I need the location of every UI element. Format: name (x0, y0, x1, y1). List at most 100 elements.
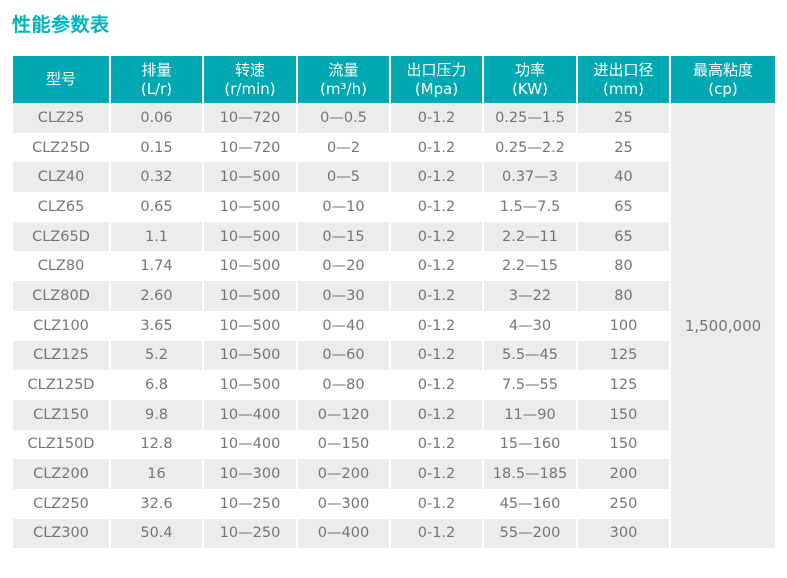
cell-flow: 0—400 (298, 518, 391, 549)
cell-model: CLZ65D (13, 221, 111, 252)
cell-displacement: 0.06 (111, 103, 204, 133)
cell-flow: 0—10 (298, 192, 391, 222)
table-row: CLZ150D 12.8 10—400 0—150 0-1.2 15—160 150 (13, 429, 775, 460)
cell-port-diameter: 100 (578, 310, 671, 341)
cell-model: CLZ40 (13, 162, 111, 193)
cell-displacement: 0.15 (111, 132, 204, 163)
cell-displacement: 16 (111, 459, 204, 489)
max-viscosity-merged-cell: 1,500,000 (671, 103, 775, 549)
cell-speed: 10—500 (204, 340, 298, 371)
table-row: CLZ125D 6.8 10—500 0—80 0-1.2 7.5—55 125 (13, 370, 775, 400)
cell-port-diameter: 25 (578, 103, 671, 133)
cell-model: CLZ65 (13, 192, 111, 222)
cell-outlet-pressure: 0-1.2 (391, 192, 484, 222)
cell-outlet-pressure: 0-1.2 (391, 488, 484, 519)
column-header-displacement: 排量 (L/r) (111, 56, 204, 103)
cell-port-diameter: 150 (578, 429, 671, 460)
table-row: CLZ80D 2.60 10—500 0—30 0-1.2 3—22 80 (13, 281, 775, 311)
cell-speed: 10—500 (204, 162, 298, 193)
column-header-port-diameter: 进出口径 (mm) (578, 56, 671, 103)
cell-flow: 0—40 (298, 310, 391, 341)
cell-displacement: 0.32 (111, 162, 204, 193)
cell-speed: 10—400 (204, 399, 298, 430)
table-row: CLZ25 0.06 10—720 0—0.5 0-1.2 0.25—1.5 25 1,500… (13, 103, 775, 549)
cell-flow: 0—60 (298, 340, 391, 371)
cell-port-diameter: 300 (578, 518, 671, 549)
cell-port-diameter: 125 (578, 370, 671, 400)
cell-outlet-pressure: 0-1.2 (391, 281, 484, 311)
cell-power: 1.5—7.5 (484, 192, 578, 222)
cell-power: 5.5—45 (484, 340, 578, 371)
cell-speed: 10—500 (204, 251, 298, 282)
cell-flow: 0—30 (298, 281, 391, 311)
cell-power: 2.2—15 (484, 251, 578, 282)
cell-flow: 0—300 (298, 488, 391, 519)
cell-port-diameter: 150 (578, 399, 671, 430)
cell-power: 18.5—185 (484, 459, 578, 489)
cell-displacement: 5.2 (111, 340, 204, 371)
table-row: CLZ250 32.6 10—250 0—300 0-1.2 45—160 250 (13, 488, 775, 519)
cell-power: 4—30 (484, 310, 578, 341)
cell-flow: 0—2 (298, 132, 391, 163)
cell-model: CLZ250 (13, 488, 111, 519)
cell-flow: 0—15 (298, 221, 391, 252)
column-header-max-viscosity: 最高粘度 (cp) (671, 56, 775, 103)
cell-port-diameter: 125 (578, 340, 671, 371)
cell-speed: 10—500 (204, 370, 298, 400)
cell-speed: 10—720 (204, 132, 298, 163)
cell-port-diameter: 65 (578, 221, 671, 252)
cell-outlet-pressure: 0-1.2 (391, 518, 484, 549)
table-row: CLZ80 1.74 10—500 0—20 0-1.2 2.2—15 80 (13, 251, 775, 282)
cell-flow: 0—5 (298, 162, 391, 193)
cell-displacement: 1.74 (111, 251, 204, 282)
cell-model: CLZ150D (13, 429, 111, 460)
cell-model: CLZ80D (13, 281, 111, 311)
cell-flow: 0—20 (298, 251, 391, 282)
header-row: 型号 排量 (L/r) 转速 (r/min) 流量 (m³/h) 出口压力 (Mpa) 功率 (KW… (13, 56, 775, 103)
cell-flow: 0—150 (298, 429, 391, 460)
cell-power: 0.25—1.5 (484, 103, 578, 133)
cell-outlet-pressure: 0-1.2 (391, 132, 484, 163)
cell-outlet-pressure: 0-1.2 (391, 162, 484, 193)
cell-power: 2.2—11 (484, 221, 578, 252)
cell-outlet-pressure: 0-1.2 (391, 103, 484, 133)
cell-power: 45—160 (484, 488, 578, 519)
cell-displacement: 6.8 (111, 370, 204, 400)
cell-speed: 10—500 (204, 281, 298, 311)
cell-speed: 10—250 (204, 518, 298, 549)
cell-power: 3—22 (484, 281, 578, 311)
table-row: CLZ100 3.65 10—500 0—40 0-1.2 4—30 100 (13, 310, 775, 341)
column-header-speed: 转速 (r/min) (204, 56, 298, 103)
column-header-model: 型号 (13, 56, 111, 103)
page-title: 性能参数表 (12, 14, 110, 36)
cell-displacement: 3.65 (111, 310, 204, 341)
cell-port-diameter: 40 (578, 162, 671, 193)
cell-speed: 10—720 (204, 103, 298, 133)
table-row: CLZ150 9.8 10—400 0—120 0-1.2 11—90 150 (13, 399, 775, 430)
cell-outlet-pressure: 0-1.2 (391, 340, 484, 371)
cell-model: CLZ300 (13, 518, 111, 549)
cell-displacement: 2.60 (111, 281, 204, 311)
cell-port-diameter: 250 (578, 488, 671, 519)
cell-power: 7.5—55 (484, 370, 578, 400)
cell-displacement: 50.4 (111, 518, 204, 549)
cell-displacement: 9.8 (111, 399, 204, 430)
cell-model: CLZ25 (13, 103, 111, 133)
cell-port-diameter: 200 (578, 459, 671, 489)
performance-table: 型号 排量 (L/r) 转速 (r/min) 流量 (m³/h) 出口压力 (Mpa) 功率 (KW… (13, 56, 775, 549)
cell-flow: 0—200 (298, 459, 391, 489)
cell-speed: 10—300 (204, 459, 298, 489)
column-header-flow: 流量 (m³/h) (298, 56, 391, 103)
cell-outlet-pressure: 0-1.2 (391, 429, 484, 460)
table-row: CLZ125 5.2 10—500 0—60 0-1.2 5.5—45 125 (13, 340, 775, 371)
cell-port-diameter: 80 (578, 251, 671, 282)
cell-flow: 0—80 (298, 370, 391, 400)
column-header-power: 功率 (KW) (484, 56, 578, 103)
cell-model: CLZ125D (13, 370, 111, 400)
cell-outlet-pressure: 0-1.2 (391, 459, 484, 489)
table-body: CLZ25 0.06 10—720 0—0.5 0-1.2 0.25—1.5 25 1,500… (13, 103, 775, 549)
cell-speed: 10—250 (204, 488, 298, 519)
table-row: CLZ65 0.65 10—500 0—10 0-1.2 1.5—7.5 65 (13, 192, 775, 222)
table-row: CLZ300 50.4 10—250 0—400 0-1.2 55—200 300 (13, 518, 775, 549)
